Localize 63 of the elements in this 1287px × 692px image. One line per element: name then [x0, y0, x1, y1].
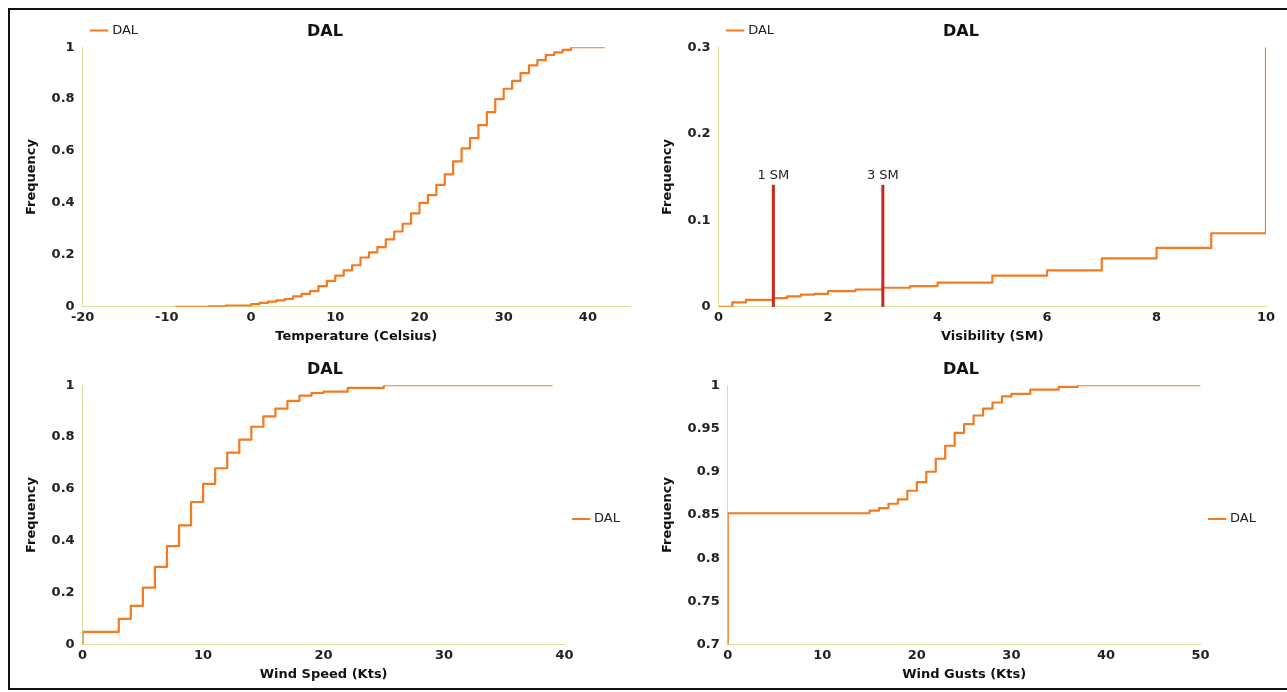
legend-label: DAL [748, 21, 775, 37]
y-tick-label: 0.8 [51, 428, 75, 444]
x-tick-label: 20 [314, 646, 333, 662]
y-tick-label: 0.85 [687, 506, 720, 522]
x-tick-label: 0 [723, 646, 733, 662]
x-axis-title: Visibility (SM) [941, 327, 1044, 343]
legend-label: DAL [1230, 510, 1257, 526]
x-tick-label: 20 [907, 646, 926, 662]
x-tick-label: 0 [246, 308, 256, 324]
y-tick-label: 0.8 [51, 90, 75, 106]
y-axis-title: Frequency [23, 138, 39, 216]
x-axis-title: Wind Speed (Kts) [259, 665, 388, 681]
y-tick-label: 0.2 [51, 584, 75, 600]
y-tick-label: 0.95 [687, 419, 720, 435]
y-tick-label: 0.6 [51, 142, 75, 158]
x-tick-label: 30 [494, 308, 513, 324]
x-tick-label: 2 [823, 308, 833, 324]
ref-line-label: 3 SM [866, 166, 899, 182]
y-tick-label: 0 [65, 298, 75, 314]
x-tick-label: 10 [194, 646, 213, 662]
x-tick-label: 40 [1096, 646, 1116, 662]
y-tick-label: 1 [710, 376, 720, 392]
y-tick-label: 0.4 [51, 194, 75, 210]
chart-title: DAL [307, 358, 343, 378]
y-tick-label: 0.1 [687, 211, 711, 227]
x-tick-label: 30 [435, 646, 454, 662]
y-tick-label: 0 [701, 298, 711, 314]
x-tick-label: 20 [410, 308, 429, 324]
x-tick-label: 10 [813, 646, 832, 662]
x-axis-title: Temperature (Celsius) [275, 327, 438, 343]
x-tick-label: 40 [555, 646, 574, 662]
y-tick-label: 0.6 [51, 480, 75, 496]
x-tick-label: 8 [1152, 308, 1162, 324]
x-tick-label: 0 [78, 646, 88, 662]
y-axis-title: Frequency [23, 476, 39, 554]
y-axis-title: Frequency [659, 476, 675, 554]
x-tick-label: 6 [1042, 308, 1052, 324]
ref-line-label: 1 SM [757, 166, 790, 182]
x-tick-label: 50 [1191, 646, 1210, 662]
x-axis-title: Wind Gusts (Kts) [902, 665, 1027, 681]
chart-title: DAL [307, 20, 343, 40]
chart-title: DAL [943, 20, 979, 40]
x-tick-label: 10 [1256, 308, 1276, 324]
y-tick-label: 0.4 [51, 532, 75, 548]
legend-label: DAL [112, 21, 139, 37]
x-tick-label: -10 [155, 308, 179, 324]
x-tick-label: 30 [1002, 646, 1021, 662]
chart-title: DAL [943, 358, 979, 378]
y-tick-label: 0.7 [696, 636, 720, 652]
y-tick-label: 0.8 [696, 549, 720, 565]
y-tick-label: 0.3 [687, 38, 711, 54]
y-tick-label: 0.2 [687, 125, 711, 141]
x-tick-label: 40 [578, 308, 597, 324]
y-axis-title: Frequency [659, 138, 675, 216]
y-tick-label: 0.9 [696, 463, 720, 479]
y-tick-label: 0.2 [51, 246, 75, 262]
legend-label: DAL [594, 510, 621, 526]
y-tick-label: 1 [65, 376, 75, 392]
y-tick-label: 0.75 [687, 592, 720, 608]
x-tick-label: 4 [933, 308, 943, 324]
y-tick-label: 1 [65, 38, 75, 54]
y-tick-label: 0 [65, 636, 75, 652]
x-tick-label: 10 [326, 308, 345, 324]
